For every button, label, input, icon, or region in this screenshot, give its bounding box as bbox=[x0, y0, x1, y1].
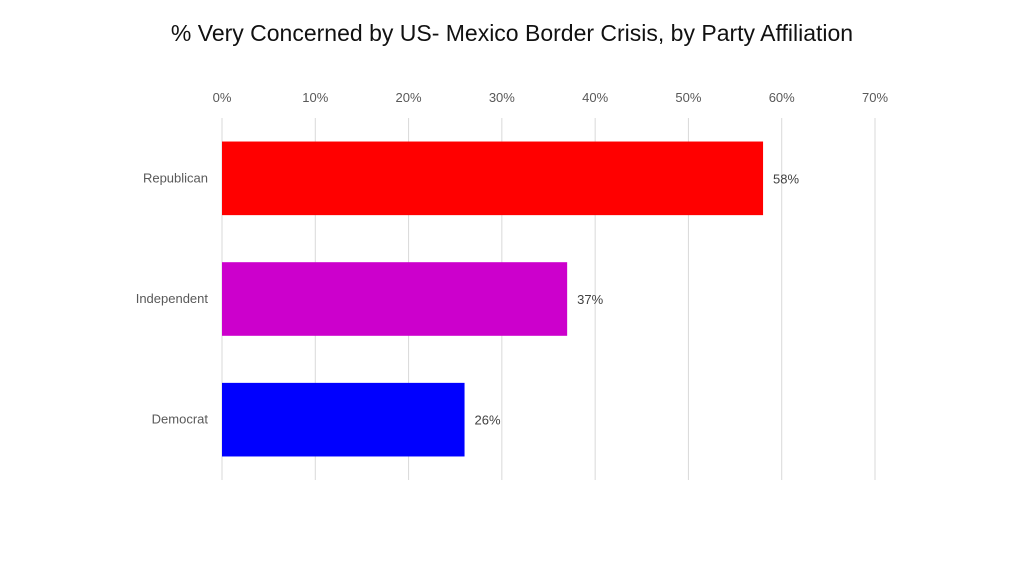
x-tick-label: 70% bbox=[862, 90, 888, 105]
x-tick-label: 30% bbox=[489, 90, 515, 105]
data-label: 37% bbox=[577, 292, 603, 307]
x-tick-label: 0% bbox=[213, 90, 232, 105]
x-tick-label: 10% bbox=[302, 90, 328, 105]
bar bbox=[222, 382, 465, 457]
x-tick-label: 50% bbox=[675, 90, 701, 105]
chart-title: % Very Concerned by US- Mexico Border Cr… bbox=[170, 20, 854, 46]
x-tick-label: 40% bbox=[582, 90, 608, 105]
category-label: Republican bbox=[143, 170, 208, 185]
bar bbox=[222, 262, 568, 336]
category-label: Independent bbox=[136, 291, 209, 306]
x-tick-label: 60% bbox=[769, 90, 795, 105]
category-label: Democrat bbox=[152, 412, 209, 427]
data-label: 58% bbox=[773, 171, 799, 186]
data-label: 26% bbox=[475, 413, 501, 428]
x-tick-label: 20% bbox=[396, 90, 422, 105]
bar bbox=[222, 141, 764, 216]
